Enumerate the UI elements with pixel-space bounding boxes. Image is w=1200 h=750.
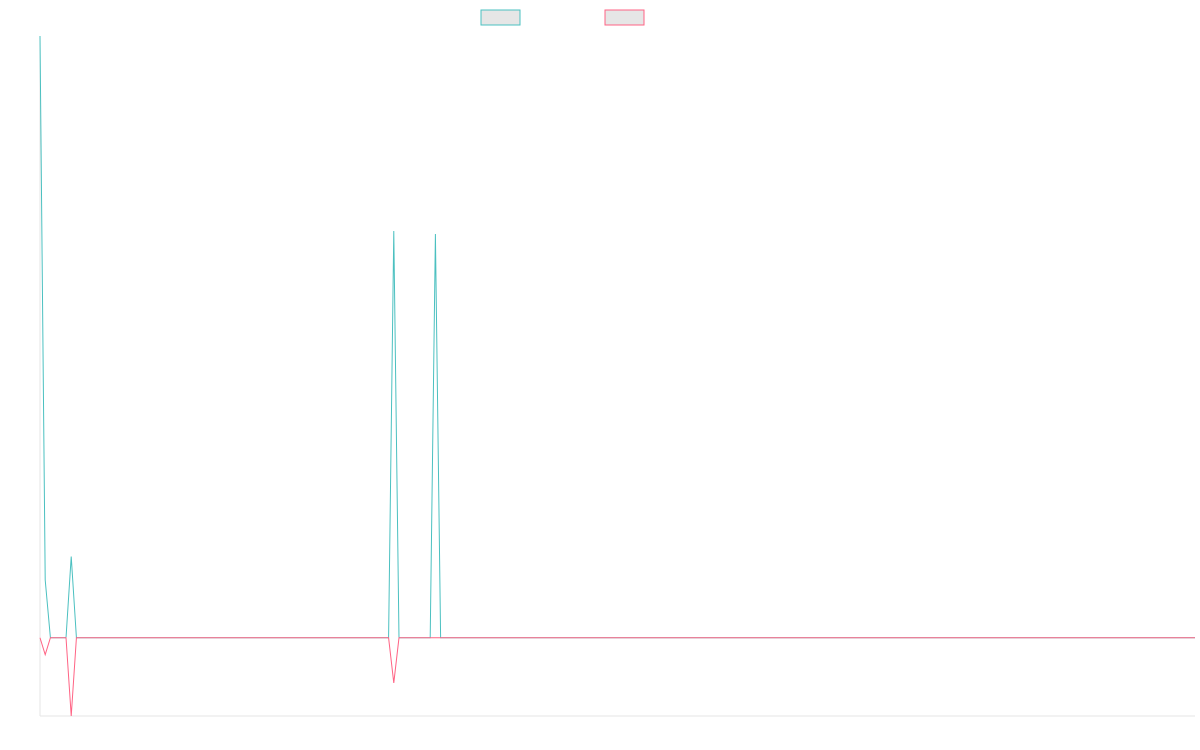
series-line bbox=[39, 35, 1195, 639]
legend-swatch bbox=[604, 9, 645, 26]
legend-swatch bbox=[480, 9, 521, 26]
series-line bbox=[39, 637, 1195, 717]
